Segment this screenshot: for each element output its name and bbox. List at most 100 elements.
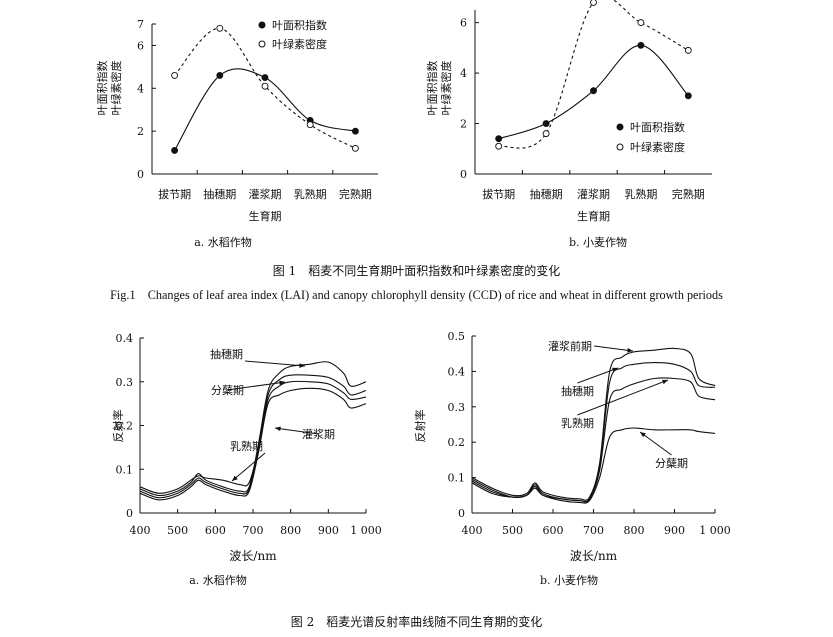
data-point-ccd [684, 46, 692, 54]
y-tick-label: 0.4 [448, 365, 466, 378]
chart-subtitle: a. 水稻作物 [189, 573, 247, 587]
x-tick-label: 700 [243, 524, 264, 537]
y-tick-label: 0.1 [448, 472, 466, 485]
x-axis-label: 波长/nm [570, 549, 618, 563]
x-tick-label: 完熟期 [339, 187, 372, 201]
series-label: 乳熟期 [230, 439, 263, 453]
y-tick-label: 0.3 [116, 376, 134, 389]
data-point-lai [495, 135, 503, 143]
x-axis-label: 生育期 [249, 209, 282, 223]
annotation-arrowhead [662, 379, 668, 385]
annotation-arrowhead [279, 380, 285, 386]
x-tick-label: 1 000 [699, 524, 731, 537]
y-axis-label: 反射率 [413, 410, 427, 443]
annotation-arrow-line [274, 427, 319, 435]
legend-label: 叶面积指数 [272, 18, 327, 32]
annotation-arrowhead [627, 347, 633, 353]
data-point-ccd [351, 144, 359, 152]
legend-label: 叶绿素密度 [630, 140, 685, 154]
y-tick-label: 0.1 [116, 463, 134, 476]
y-tick-label: 0 [458, 507, 465, 520]
annotation-arrow-line [577, 367, 619, 384]
annotation-arrowhead [640, 432, 646, 438]
y-tick-label: 0 [137, 168, 144, 181]
data-point-ccd [637, 19, 645, 27]
x-tick-label: 600 [205, 524, 226, 537]
data-point-ccd [590, 0, 597, 6]
y-tick-label: 0.4 [116, 332, 134, 345]
legend-marker [616, 143, 624, 151]
y-tick-label: 2 [137, 125, 144, 138]
x-tick-label: 800 [280, 524, 301, 537]
data-point-lai [637, 41, 645, 49]
figure2-caption-cn: 图 2 稻麦光谱反射率曲线随不同生育期的变化 [290, 615, 543, 629]
data-point-ccd [261, 82, 269, 90]
x-tick-label: 400 [462, 524, 483, 537]
data-point-lai [216, 71, 224, 79]
legend-marker [616, 123, 624, 131]
annotation-arrow-line [639, 431, 672, 456]
y-tick-label: 0 [460, 168, 467, 181]
figure1-caption-en: Fig.1 Changes of leaf area index (LAI) a… [110, 288, 723, 302]
chart-a-rice-spectra: 0 0.1 0.2 0.3 0.4 400 500 600 700 800 900 1 000 波长/n… [111, 332, 382, 587]
x-tick-label: 拔节期 [158, 187, 191, 201]
annotation-arrow-line [227, 381, 286, 391]
chart-subtitle: b. 小麦作物 [540, 573, 598, 587]
annotation-arrowhead [299, 363, 305, 368]
spectrum-line [139, 374, 367, 499]
annotation-arrow-line [577, 379, 669, 416]
chart-b-wheat-spectra: 0 0.1 0.2 0.3 0.4 0.5 400 500 600 700 800 900 1 000 波… [413, 330, 731, 587]
spectrum-line [471, 427, 716, 504]
legend-marker [258, 21, 266, 29]
spectrum-line [139, 380, 367, 494]
data-point-ccd [542, 130, 550, 138]
x-tick-label: 乳熟期 [294, 187, 327, 201]
y-tick-label: 0 [126, 507, 133, 520]
y-axis-label-lai: 叶面积指数 [95, 61, 109, 116]
x-tick-label: 700 [583, 524, 604, 537]
data-point-ccd [306, 121, 314, 129]
data-point-ccd [216, 24, 224, 32]
data-point-lai [261, 74, 269, 82]
data-point-lai [351, 127, 359, 135]
series-line-lai [174, 68, 356, 151]
spectrum-line [139, 387, 367, 501]
y-tick-label: 4 [137, 82, 144, 95]
series-label: 灌浆前期 [548, 339, 592, 353]
y-tick-label: 0.2 [116, 420, 134, 433]
x-tick-label: 拔节期 [482, 187, 515, 201]
y-tick-label: 7 [137, 18, 144, 31]
x-tick-label: 完熟期 [672, 187, 705, 201]
x-tick-label: 400 [130, 524, 151, 537]
annotation-arrow-line [593, 345, 634, 352]
data-point-lai [590, 87, 597, 95]
y-tick-label: 0.3 [448, 401, 466, 414]
data-point-lai [542, 120, 550, 127]
legend-marker [258, 40, 266, 48]
spectrum-line [471, 362, 716, 503]
y-axis-label: 反射率 [111, 410, 125, 443]
y-tick-label: 6 [137, 39, 144, 52]
x-tick-label: 900 [318, 524, 339, 537]
series-label: 抽穗期 [561, 384, 594, 398]
x-tick-label: 500 [167, 524, 188, 537]
series-label: 分蘖期 [655, 456, 688, 470]
data-point-lai [171, 146, 179, 154]
annotation-arrowhead [612, 367, 618, 373]
x-axis-label: 波长/nm [229, 549, 277, 563]
chart-subtitle: a. 水稻作物 [194, 235, 252, 249]
annotation-arrowhead [232, 475, 238, 481]
annotation-arrow-line [231, 452, 266, 482]
y-axis-label-ccd: 叶绿素密度 [439, 61, 453, 116]
y-tick-label: 2 [460, 118, 467, 131]
y-tick-label: 6 [460, 17, 467, 30]
series-line-ccd [498, 0, 689, 149]
x-tick-label: 灌浆期 [249, 187, 282, 201]
annotation-arrowhead [275, 426, 281, 432]
series-label: 乳熟期 [561, 416, 594, 430]
x-tick-label: 抽穗期 [530, 187, 563, 201]
x-tick-label: 抽穗期 [203, 187, 236, 201]
